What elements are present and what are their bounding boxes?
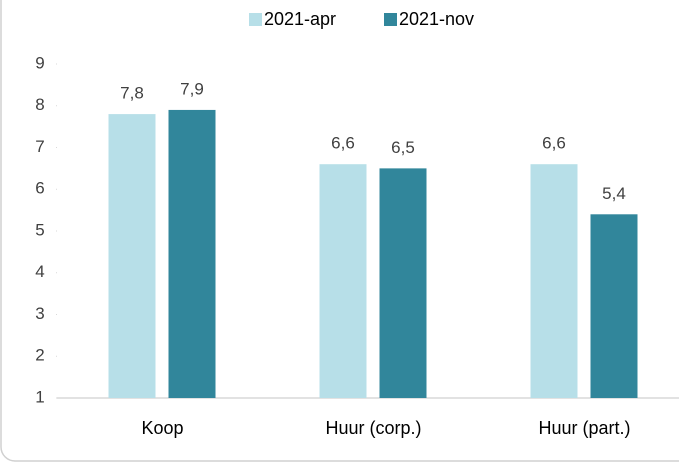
data-label: 6,5 xyxy=(391,138,415,157)
bar xyxy=(530,164,578,398)
legend-swatch xyxy=(249,13,262,26)
x-tick-label: Huur (part.) xyxy=(538,418,630,438)
legend-label: 2021-apr xyxy=(264,9,336,29)
legend-label: 2021-nov xyxy=(399,9,474,29)
y-tick-label: 4 xyxy=(35,262,44,281)
y-tick-label: 7 xyxy=(35,137,44,156)
bar xyxy=(590,214,638,398)
x-tick-label: Koop xyxy=(141,418,183,438)
y-tick-label: 8 xyxy=(35,95,44,114)
bar xyxy=(108,114,156,398)
data-label: 5,4 xyxy=(602,184,626,203)
y-tick-label: 2 xyxy=(35,346,44,365)
y-tick-label: 3 xyxy=(35,304,44,323)
bar xyxy=(319,164,367,398)
y-tick-label: 5 xyxy=(35,220,44,239)
x-tick-label: Huur (corp.) xyxy=(325,418,421,438)
data-label: 7,9 xyxy=(180,79,204,98)
data-label: 6,6 xyxy=(542,134,566,153)
data-label: 7,8 xyxy=(120,84,144,103)
y-tick-label: 6 xyxy=(35,179,44,198)
y-tick-label: 9 xyxy=(35,53,44,72)
y-tick-label: 1 xyxy=(35,387,44,406)
bar xyxy=(379,168,427,398)
bar xyxy=(168,109,216,399)
legend-swatch xyxy=(384,13,397,26)
data-label: 6,6 xyxy=(331,134,355,153)
